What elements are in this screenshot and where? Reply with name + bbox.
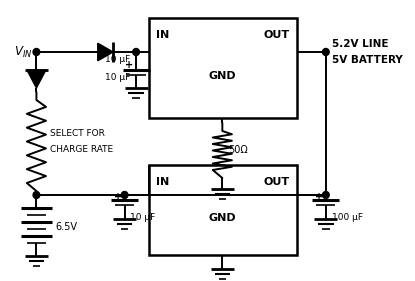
Text: +: +	[125, 60, 133, 70]
Polygon shape	[98, 43, 113, 61]
Text: CHARGE RATE: CHARGE RATE	[50, 144, 113, 153]
Bar	[149, 165, 297, 255]
Text: $V_{IN}$: $V_{IN}$	[14, 44, 33, 60]
Text: +: +	[315, 192, 323, 202]
Text: 50Ω: 50Ω	[228, 145, 248, 155]
Text: 6.5V: 6.5V	[56, 222, 78, 232]
Text: IN: IN	[156, 30, 169, 40]
Circle shape	[121, 191, 128, 198]
Circle shape	[322, 49, 329, 56]
Text: SELECT FOR: SELECT FOR	[50, 128, 105, 137]
Circle shape	[133, 49, 139, 56]
Text: OUT: OUT	[263, 30, 289, 40]
Text: 100 μF: 100 μF	[332, 212, 363, 221]
Circle shape	[33, 191, 40, 198]
Text: IN: IN	[156, 177, 169, 187]
Circle shape	[322, 191, 329, 198]
Text: 10 μF: 10 μF	[130, 212, 156, 221]
Circle shape	[33, 49, 40, 56]
Text: +: +	[114, 192, 122, 202]
Text: GND: GND	[208, 71, 236, 81]
Text: GND: GND	[208, 213, 236, 223]
Text: OUT: OUT	[263, 177, 289, 187]
Bar	[149, 18, 297, 118]
Polygon shape	[27, 70, 46, 88]
Text: 10 μF: 10 μF	[105, 74, 130, 83]
Text: 5.2V LINE: 5.2V LINE	[332, 39, 388, 49]
Text: 5V BATTERY: 5V BATTERY	[332, 55, 403, 65]
Text: 10 μF: 10 μF	[105, 56, 130, 65]
